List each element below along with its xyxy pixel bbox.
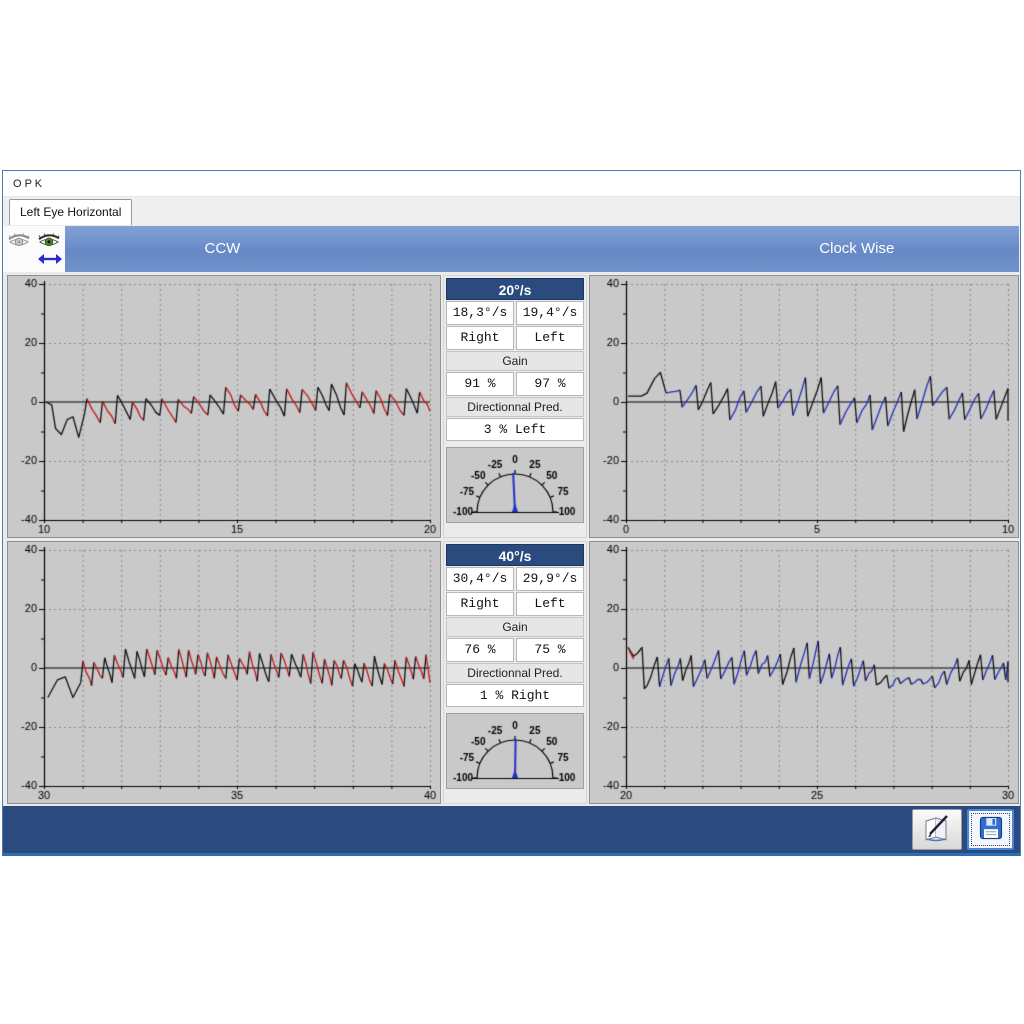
- gain-value-right: 76 %: [446, 638, 514, 662]
- horizontal-direction-arrow-icon: [38, 252, 62, 270]
- tab-bar: Left Eye Horizontal: [3, 197, 1020, 225]
- slow-phase-velocity-right: 18,3°/s: [446, 301, 514, 325]
- directional-pred-value: 3 % Left: [446, 418, 584, 441]
- direction-label-left: Left: [516, 326, 584, 350]
- gain-label: Gain: [446, 351, 584, 371]
- gain-value-right: 91 %: [446, 372, 514, 396]
- cw-40-chart: [590, 542, 1018, 803]
- clockwise-header-label: Clock Wise: [819, 240, 895, 257]
- left-eye-active-icon[interactable]: [36, 231, 62, 256]
- window-title: O P K: [3, 171, 1020, 197]
- save-button[interactable]: [967, 809, 1014, 850]
- cw-20-chart-panel: [589, 275, 1019, 538]
- stats-panel-40dps: 40°/s 30,4°/s 29,9°/s Right Left Gain 76…: [443, 541, 587, 804]
- eye-selector: [3, 226, 65, 272]
- preponderance-gauge-40: [446, 713, 584, 789]
- preponderance-gauge-20-canvas: [447, 448, 583, 522]
- stimulus-speed-header: 20°/s: [446, 278, 584, 300]
- tab-left-eye-horizontal[interactable]: Left Eye Horizontal: [9, 199, 133, 225]
- ccw-20-chart: [8, 276, 440, 537]
- ccw-20-chart-panel: [7, 275, 441, 538]
- stats-panel-20dps: 20°/s 18,3°/s 19,4°/s Right Left Gain 91…: [443, 275, 587, 538]
- slow-phase-velocity-right: 30,4°/s: [446, 567, 514, 591]
- floppy-disk-icon: [977, 816, 1005, 845]
- preponderance-gauge-20: [446, 447, 584, 523]
- stimulus-speed-header: 40°/s: [446, 544, 584, 566]
- pencil-notebook-icon: [920, 815, 954, 846]
- slow-phase-velocity-left: 29,9°/s: [516, 567, 584, 591]
- gain-value-left: 97 %: [516, 372, 584, 396]
- direction-label-left: Left: [516, 592, 584, 616]
- direction-label-right: Right: [446, 326, 514, 350]
- ccw-40-chart-panel: [7, 541, 441, 804]
- cw-20-chart: [590, 276, 1018, 537]
- opk-window: O P K Left Eye Horizontal: [2, 170, 1021, 856]
- ccw-40-chart: [8, 542, 440, 803]
- right-eye-disabled-icon[interactable]: [6, 231, 32, 256]
- row-20dps: 20°/s 18,3°/s 19,4°/s Right Left Gain 91…: [3, 275, 1020, 538]
- bottom-toolbar: [3, 806, 1020, 853]
- gain-label: Gain: [446, 617, 584, 637]
- report-edit-button[interactable]: [912, 809, 962, 850]
- row-40dps: 40°/s 30,4°/s 29,9°/s Right Left Gain 76…: [3, 541, 1020, 804]
- directional-pred-label: Directionnal Pred.: [446, 397, 584, 417]
- directional-pred-value: 1 % Right: [446, 684, 584, 707]
- direction-header-band: CCW Clock Wise: [65, 226, 1019, 272]
- ccw-header-label: CCW: [204, 240, 241, 257]
- slow-phase-velocity-left: 19,4°/s: [516, 301, 584, 325]
- direction-label-right: Right: [446, 592, 514, 616]
- cw-40-chart-panel: [589, 541, 1019, 804]
- directional-pred-label: Directionnal Pred.: [446, 663, 584, 683]
- gain-value-left: 75 %: [516, 638, 584, 662]
- preponderance-gauge-40-canvas: [447, 714, 583, 788]
